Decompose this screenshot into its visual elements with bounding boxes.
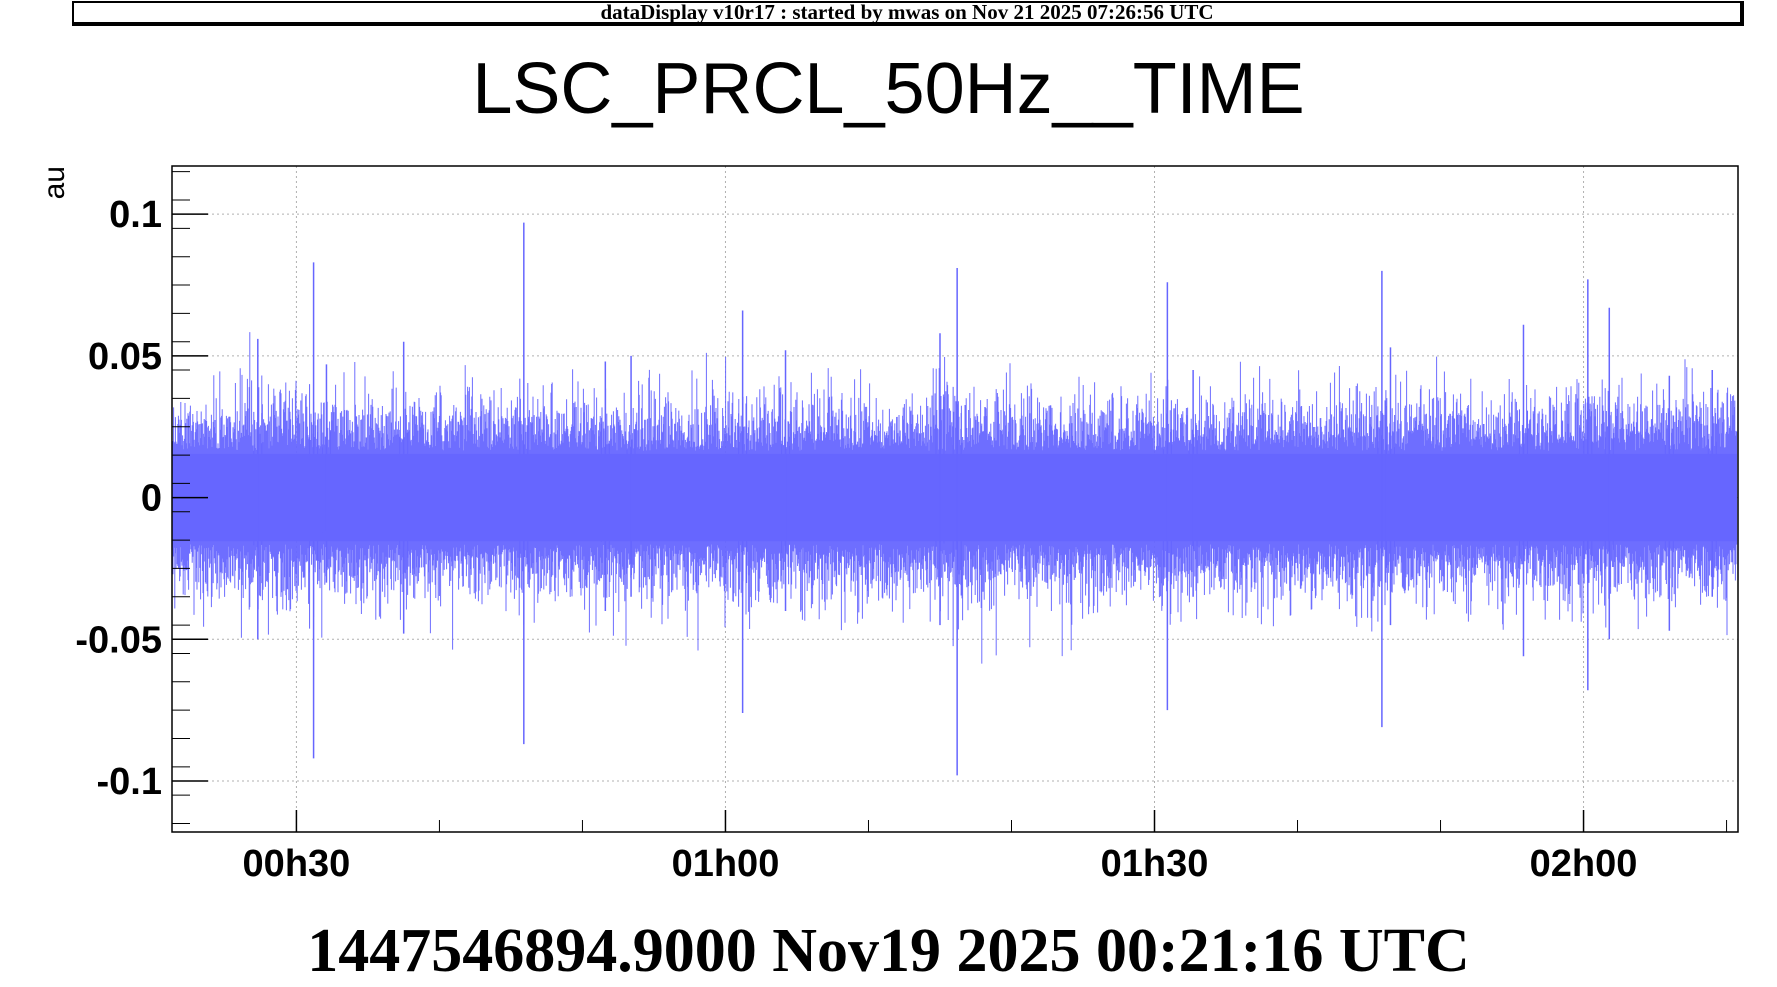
plot-frame — [171, 165, 1739, 833]
plot-title: LSC_PRCL_50Hz__TIME — [472, 49, 1305, 129]
axis-labels: 0.1 0.05 0 -0.05 -0.1 00h30 01h00 01h30 02h00 — [75, 194, 1637, 885]
y-tick-label: -0.05 — [75, 619, 162, 661]
x-tick-label: 02h00 — [1530, 843, 1638, 885]
time-reference-label: 1447546894.9000 Nov19 2025 00:21:16 UTC — [307, 917, 1470, 985]
y-tick-label: 0 — [141, 478, 162, 520]
y-axis-unit: au — [38, 166, 71, 199]
y-tick-label: 0.1 — [109, 194, 162, 236]
y-tick-label: 0.05 — [88, 336, 162, 378]
series-trace — [172, 222, 1738, 776]
y-tick-label: -0.1 — [97, 761, 162, 803]
run-info-banner: dataDisplay v10r17 : started by mwas on … — [72, 0, 1744, 26]
x-tick-label: 00h30 — [243, 843, 351, 885]
x-tick-label: 01h30 — [1101, 843, 1209, 885]
noise-core — [173, 453, 1737, 542]
axis-ticks — [172, 171, 1728, 832]
x-tick-label: 01h00 — [672, 843, 780, 885]
run-info-text: dataDisplay v10r17 : started by mwas on … — [600, 0, 1214, 24]
